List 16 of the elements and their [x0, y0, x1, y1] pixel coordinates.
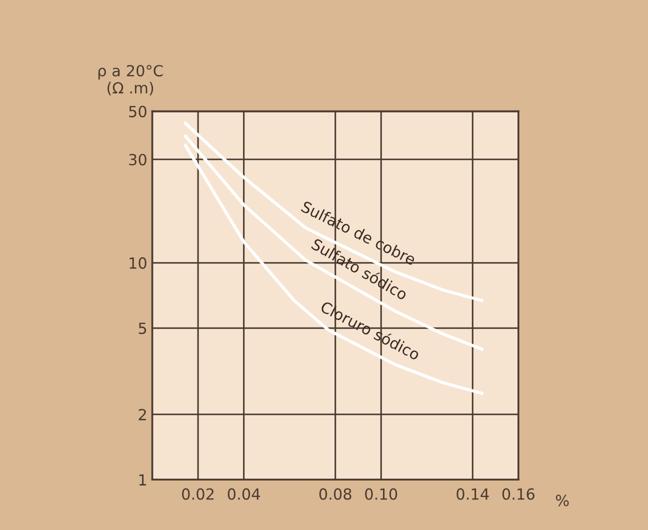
- x-axis-title: %: [556, 494, 569, 506]
- y-axis-title: ρ a 20°C (Ω .m): [98, 64, 163, 96]
- x-tick-label: 0.16: [502, 488, 534, 500]
- x-tick-label: 0.14: [456, 488, 489, 500]
- x-tick-label: 0.10: [365, 488, 398, 500]
- line-series: [184, 144, 484, 395]
- x-tick-label: 0.02: [182, 488, 214, 500]
- x-tick-label: 0.08: [319, 488, 352, 500]
- line-series: [184, 122, 484, 302]
- y-tick-label: 50: [129, 106, 146, 118]
- y-tick-label: 1: [139, 474, 146, 486]
- y-tick-label: 5: [138, 322, 146, 334]
- x-tick-label: 0.04: [228, 488, 260, 500]
- y-tick-label: 10: [130, 257, 146, 269]
- y-tick-label: 2: [138, 408, 146, 420]
- y-tick-label: 30: [129, 154, 146, 166]
